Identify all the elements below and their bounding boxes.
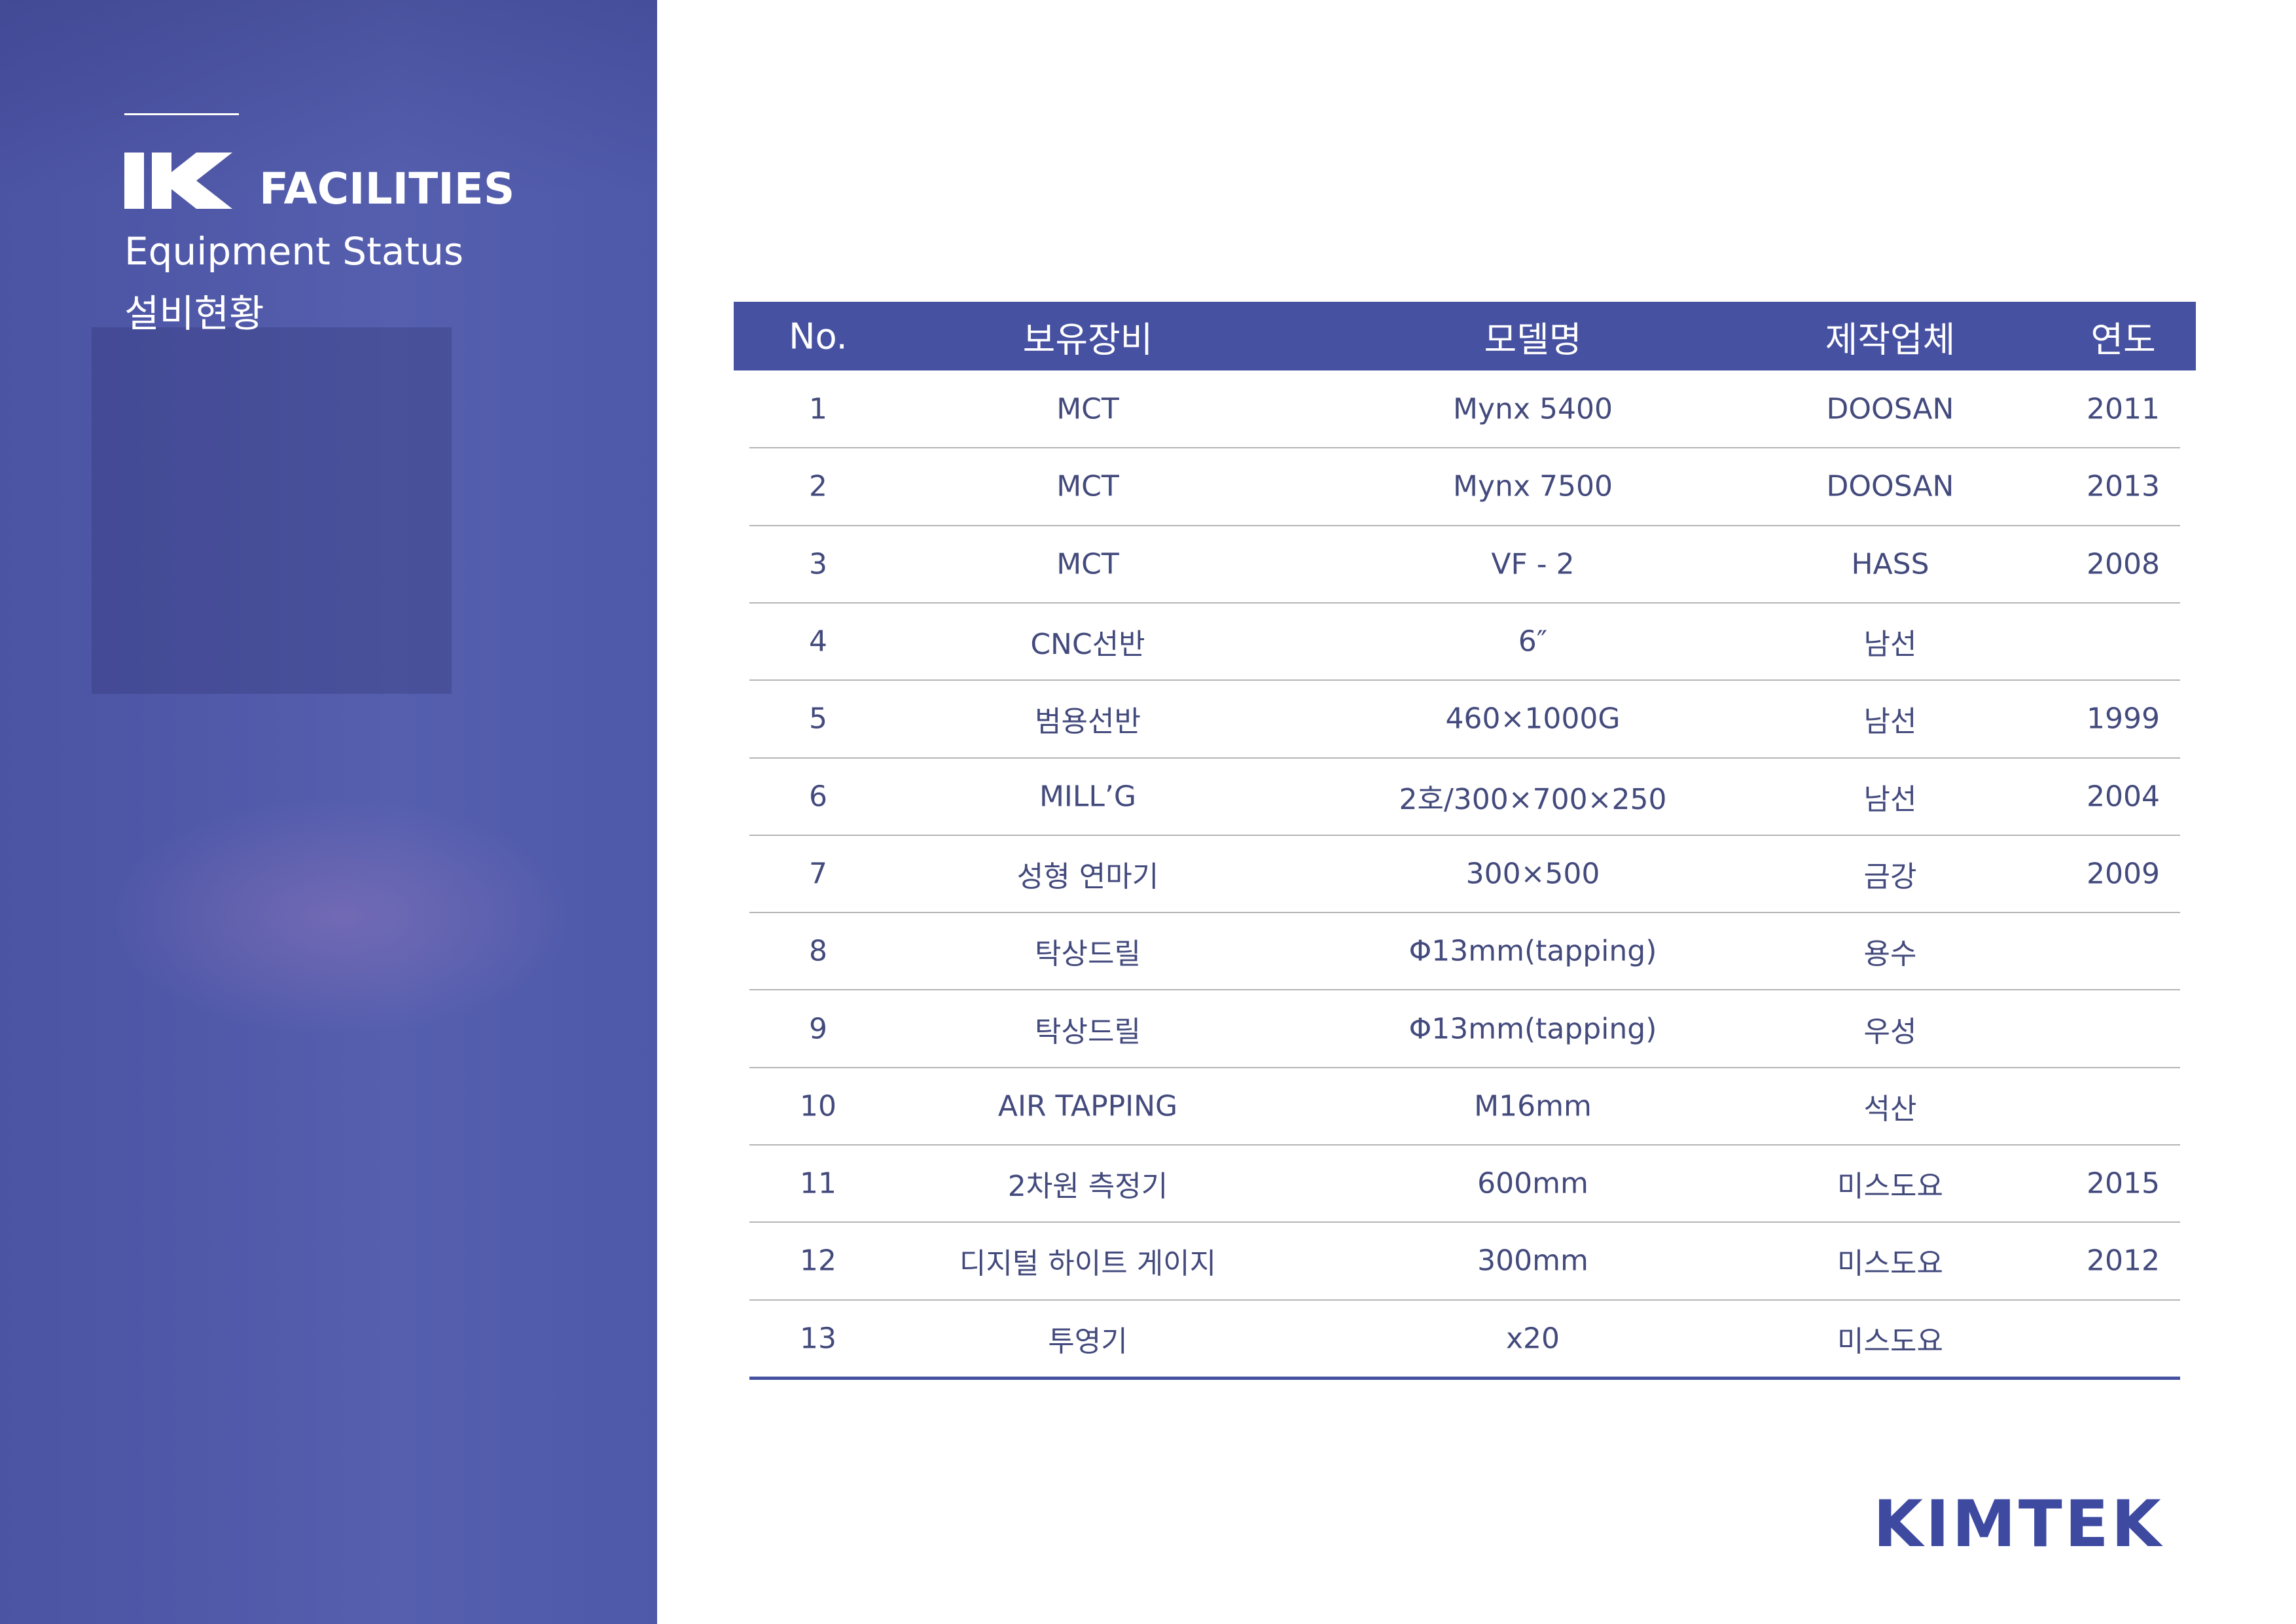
table-cell: MILL’G (1039, 780, 1137, 814)
table-cell: 미스도요 (1837, 1247, 1943, 1281)
table-cell: AIR TAPPING (997, 1089, 1178, 1123)
row-divider (749, 1066, 2180, 1068)
table-cell: 5 (809, 702, 827, 736)
table-cell: 2015 (2087, 1166, 2160, 1200)
table-cell: 2004 (2087, 780, 2160, 814)
table-cell: 2009 (2087, 857, 2160, 891)
table-cell: MCT (1056, 469, 1119, 503)
table-cell: 2호/300×700×250 (1399, 782, 1667, 816)
table-cell: 1999 (2087, 702, 2160, 736)
table-cell: Φ13mm(tapping) (1408, 934, 1657, 968)
table-cell: 투영기 (1048, 1324, 1128, 1358)
table-cell: 2 (809, 469, 827, 503)
table-cell: 4 (809, 624, 827, 659)
table-cell: Φ13mm(tapping) (1408, 1012, 1657, 1046)
side-panel: FACILITIES Equipment Status 설비현황 (0, 0, 657, 1624)
table-cell: DOOSAN (1826, 392, 1954, 426)
row-divider (749, 834, 2180, 836)
table-cell: 3 (809, 547, 827, 581)
table-cell: HASS (1851, 547, 1929, 581)
table-cell: 탁상드릴 (1035, 1015, 1141, 1049)
row-divider (749, 1299, 2180, 1301)
header-cell: 모델명 (1484, 319, 1582, 361)
row-divider (749, 1221, 2180, 1223)
table-cell: 2008 (2087, 547, 2160, 581)
table-cell: 금강 (1863, 859, 1917, 893)
row-divider (749, 912, 2180, 914)
table-cell: 남선 (1863, 628, 1917, 662)
table-cell: 2011 (2087, 392, 2160, 426)
table-cell: 300mm (1477, 1244, 1588, 1278)
row-divider (749, 524, 2180, 526)
table-cell: 2013 (2087, 469, 2160, 503)
table-cell: 1 (809, 392, 827, 426)
table-cell: Mynx 7500 (1453, 469, 1613, 503)
table-cell: 9 (809, 1012, 827, 1046)
logo-icon (124, 153, 232, 209)
table-cell: 성형 연마기 (1016, 859, 1159, 893)
header-cell: 연도 (2090, 319, 2156, 361)
table-cell: DOOSAN (1826, 469, 1954, 503)
table-cell: 6″ (1518, 624, 1548, 659)
table-cell: 디지털 하이트 게이지 (959, 1247, 1217, 1281)
table-cell: MCT (1056, 547, 1119, 581)
table-cell: 남선 (1863, 705, 1917, 739)
table-cell: 석산 (1863, 1092, 1917, 1126)
table-cell: 10 (800, 1089, 836, 1123)
table-cell: 남선 (1863, 782, 1917, 816)
table-cell: 용수 (1863, 937, 1917, 971)
table-cell: 2012 (2087, 1244, 2160, 1278)
table-cell: 12 (800, 1244, 836, 1278)
table-cell: 600mm (1477, 1166, 1588, 1200)
table-cell: 7 (809, 857, 827, 891)
row-divider (749, 447, 2180, 449)
header-cell: No. (789, 316, 848, 357)
background-machine (92, 327, 452, 694)
table-cell: CNC선반 (1030, 628, 1145, 662)
table-header (734, 302, 2196, 370)
table-cell: 미스도요 (1837, 1170, 1943, 1204)
divider (124, 113, 239, 115)
row-divider (749, 989, 2180, 991)
table-cell: 탁상드릴 (1035, 937, 1141, 971)
table-cell: 13 (800, 1322, 836, 1356)
row-divider (749, 602, 2180, 604)
table-cell: 우성 (1863, 1015, 1917, 1049)
table-cell: 460×1000G (1445, 702, 1621, 736)
table-cell: 2차원 측정기 (1007, 1170, 1168, 1204)
table-cell: MCT (1056, 392, 1119, 426)
table-cell: 6 (809, 780, 827, 814)
table-cell: 11 (800, 1166, 836, 1200)
row-divider (749, 1144, 2180, 1146)
subtitle-ko: 설비현황 (124, 291, 264, 336)
table-cell: x20 (1505, 1322, 1560, 1356)
table-cell: VF - 2 (1491, 547, 1575, 581)
section-title: FACILITIES (259, 164, 515, 214)
table-cell: M16mm (1474, 1089, 1592, 1123)
header-cell: 보유장비 (1022, 319, 1153, 361)
header-cell: 제작업체 (1825, 319, 1956, 361)
row-divider (749, 1376, 2180, 1380)
table-cell: 8 (809, 934, 827, 968)
table-cell: 미스도요 (1837, 1324, 1943, 1358)
row-divider (749, 679, 2180, 681)
table-cell: Mynx 5400 (1453, 392, 1613, 426)
table-cell: 300×500 (1465, 857, 1600, 891)
row-divider (749, 757, 2180, 759)
brand-logo: KIMTEK (1873, 1487, 2164, 1562)
table-cell: 범용선반 (1035, 705, 1141, 739)
subtitle: Equipment Status (124, 229, 464, 274)
